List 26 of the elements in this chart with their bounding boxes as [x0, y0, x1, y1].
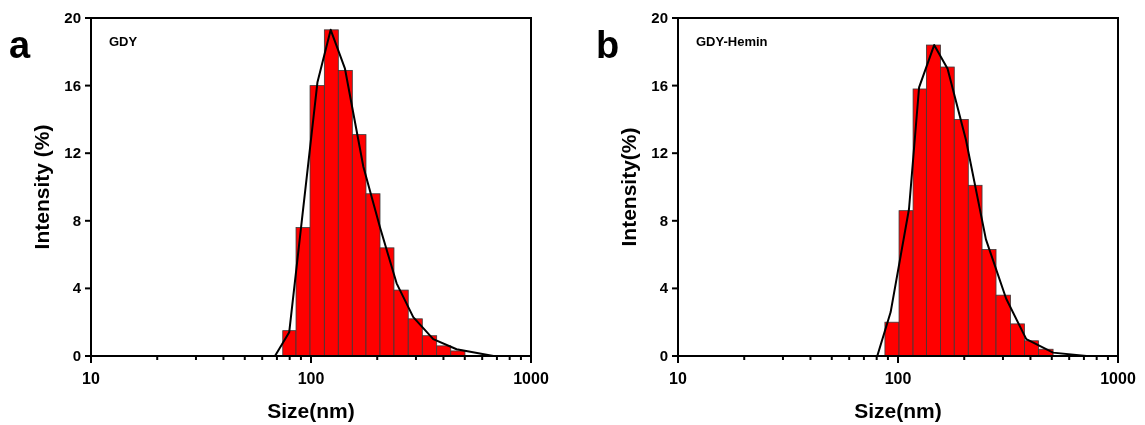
y-tick-label: 8 [72, 211, 81, 229]
y-tick-label: 20 [651, 9, 668, 26]
y-tick-label: 4 [659, 279, 669, 297]
y-axis-title: Intensity (%) [30, 124, 53, 250]
y-tick-label: 0 [72, 347, 81, 364]
y-tick-label: 20 [64, 9, 81, 26]
x-tick-label: 1000 [1100, 370, 1136, 387]
text: GDY [109, 34, 138, 49]
y-tick-label: 16 [651, 76, 668, 94]
y-tick-label: 16 [64, 76, 81, 94]
y-tick-label: 8 [659, 211, 668, 229]
text: b [596, 24, 620, 66]
x-tick-label: 10 [669, 370, 687, 387]
y-tick-label: 4 [72, 279, 82, 297]
x-axis-title: Size(nm) [854, 399, 942, 422]
x-tick-label: 100 [297, 370, 325, 387]
x-tick-label: 100 [884, 370, 912, 387]
y-tick-label: 0 [659, 347, 668, 364]
text: GDY-Hemin [696, 34, 768, 49]
y-tick-label: 12 [64, 144, 81, 162]
text: a [9, 24, 31, 66]
x-axis-title: Size(nm) [267, 399, 355, 422]
y-axis-title: Intensity(%) [617, 127, 640, 247]
x-tick-label: 1000 [513, 370, 549, 387]
x-tick-label: 10 [82, 370, 100, 387]
y-tick-label: 12 [651, 144, 668, 162]
